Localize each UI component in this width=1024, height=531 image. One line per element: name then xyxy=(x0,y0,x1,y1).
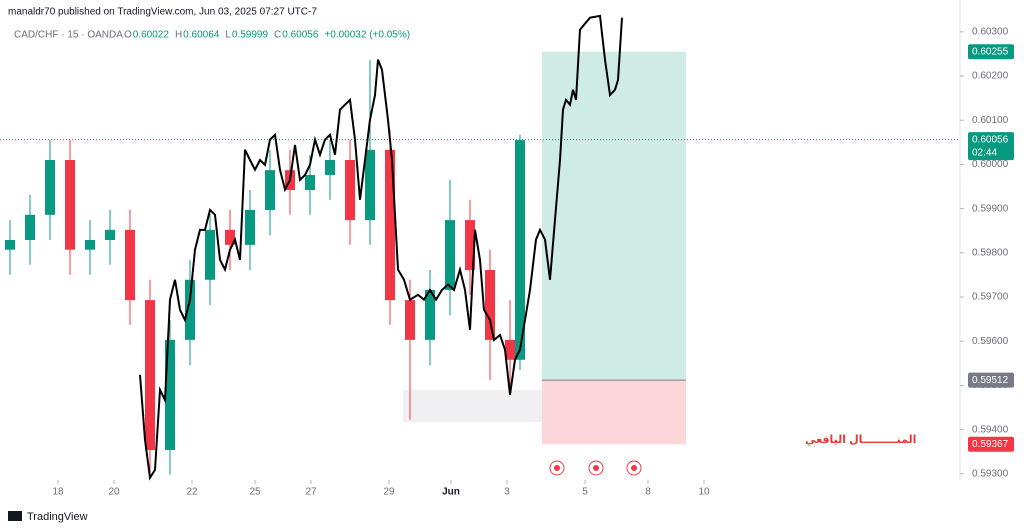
chart-title: manaldr70 published on TradingView.com, … xyxy=(8,7,317,18)
loss-zone xyxy=(542,380,686,445)
price-tag-label: 0.60056 xyxy=(972,134,1009,145)
candle-body xyxy=(85,240,95,250)
candle-body xyxy=(165,339,175,450)
x-tick-label: 27 xyxy=(305,487,317,498)
x-tick-label: 20 xyxy=(108,487,120,498)
x-tick-label: 18 xyxy=(52,487,64,498)
candle-body xyxy=(385,149,395,301)
candle-body xyxy=(465,220,475,271)
logo xyxy=(8,511,22,521)
countdown: 02:44 xyxy=(972,147,997,158)
candle-body xyxy=(25,214,35,240)
quote-value: 0.60064 xyxy=(183,30,220,41)
projection-line xyxy=(139,14,623,481)
quote-value: 0.59999 xyxy=(232,30,269,41)
event-icons xyxy=(549,460,642,476)
price-tag-label: 0.60255 xyxy=(972,46,1009,57)
price-tag xyxy=(968,132,1014,161)
y-tick-label: 0.60300 xyxy=(972,26,1009,37)
candle-body xyxy=(245,209,255,245)
y-tick-label: 0.59900 xyxy=(972,203,1009,214)
quote-key: L xyxy=(225,30,231,41)
candle-body xyxy=(305,175,315,191)
quote-key: H xyxy=(175,30,182,41)
price-tag xyxy=(968,436,1014,452)
event-icon xyxy=(631,465,637,471)
y-tick-label: 0.59300 xyxy=(972,468,1009,479)
candle-body xyxy=(105,229,115,240)
footer: TradingView xyxy=(27,511,88,523)
quote-value: 0.60022 xyxy=(133,30,170,41)
zone xyxy=(403,389,542,423)
quote-value: 0.60056 xyxy=(282,30,319,41)
profit-zone xyxy=(542,51,686,381)
candle-body xyxy=(425,289,435,340)
x-tick-label: Jun xyxy=(442,487,460,498)
quote-key: C xyxy=(274,30,281,41)
price-tag-label: 0.59367 xyxy=(972,439,1009,450)
x-tick-label: 10 xyxy=(698,487,710,498)
candle-body xyxy=(365,149,375,221)
x-tick-label: 22 xyxy=(186,487,198,498)
y-tick-label: 0.60000 xyxy=(972,159,1009,170)
x-tick-label: 5 xyxy=(582,487,588,498)
x-tick-label: 25 xyxy=(249,487,261,498)
candle-body xyxy=(225,229,235,245)
candle-body xyxy=(445,220,455,290)
candle-body xyxy=(5,240,15,250)
candle-body xyxy=(265,170,275,210)
candle-body xyxy=(125,229,135,301)
candle-body xyxy=(405,300,415,340)
candle-body xyxy=(345,160,355,221)
candle-body xyxy=(485,270,495,340)
event-icon xyxy=(593,465,599,471)
quote-change: +0.00032 (+0.05%) xyxy=(324,30,410,41)
candle-body xyxy=(515,140,525,360)
annotation: المنـــــــــال اليافعي xyxy=(805,434,916,446)
price-tag xyxy=(968,44,1014,60)
y-tick-label: 0.59800 xyxy=(972,247,1009,258)
candle-body xyxy=(45,160,55,215)
symbol: CAD/CHF · 15 · OANDA xyxy=(14,30,123,41)
y-tick-label: 0.60100 xyxy=(972,115,1009,126)
quote-key: O xyxy=(124,30,132,41)
candle-body xyxy=(205,229,215,280)
x-tick-label: 3 xyxy=(504,487,510,498)
y-tick-label: 0.59700 xyxy=(972,292,1009,303)
candle-body xyxy=(185,279,195,340)
price-tag xyxy=(968,372,1014,388)
y-tick-label: 0.59600 xyxy=(972,336,1009,347)
y-tick-label: 0.60200 xyxy=(972,71,1009,82)
candle-body xyxy=(505,339,515,360)
candle-body xyxy=(325,160,335,176)
x-tick-label: 29 xyxy=(383,487,395,498)
price-tag-label: 0.59512 xyxy=(972,375,1009,386)
plot-area xyxy=(0,14,960,481)
candle-body xyxy=(65,160,75,250)
event-icon xyxy=(554,465,560,471)
candle-body xyxy=(145,300,155,450)
x-tick-label: 8 xyxy=(645,487,651,498)
y-tick-label: 0.59400 xyxy=(972,424,1009,435)
